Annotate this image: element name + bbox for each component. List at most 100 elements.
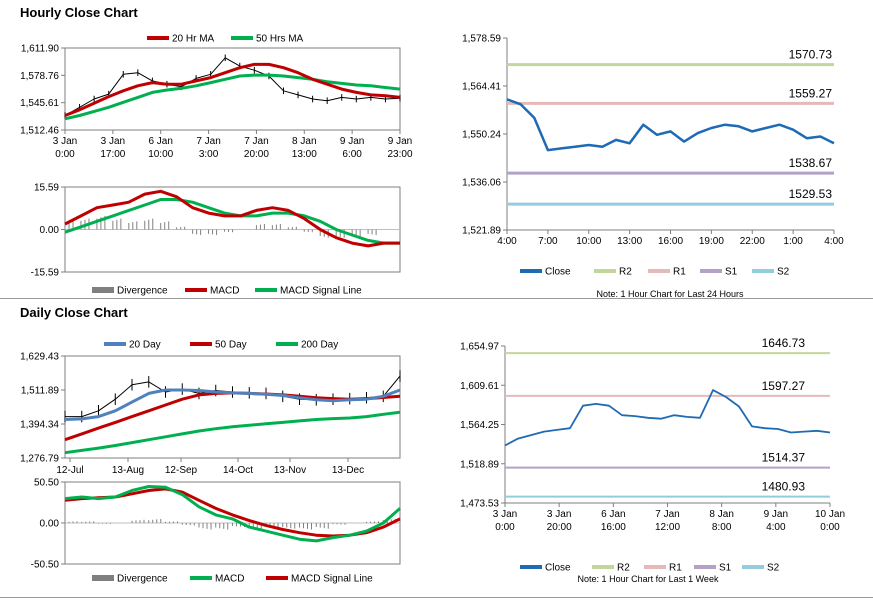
daily-pivot-x-tick-label: 0:00 (495, 522, 515, 533)
hourly-macd-line (64, 189, 400, 248)
hourly-legend-20hr-label: 20 Hr MA (172, 34, 215, 45)
hourly-close-line (64, 57, 401, 116)
bottom-divider (0, 597, 873, 598)
hourly-legend-50hr-label: 50 Hrs MA (256, 34, 304, 45)
daily-pivot-x-tick-label: 7 Jan (655, 509, 679, 520)
daily-pivot-x-tick-label: 9 Jan (764, 509, 788, 520)
daily-price-x-tick-label: 12-Jul (56, 465, 83, 476)
daily-price-x-tick-label: 12-Sep (165, 465, 198, 476)
daily-pivot-legend-r1-label: R1 (669, 563, 682, 574)
hourly-macd-y-tick-label: -15.59 (31, 268, 60, 279)
hourly-price-x-tick-label: 3 Jan (101, 136, 125, 147)
hourly-pivot-x-tick-label: 19:00 (699, 236, 724, 247)
hourly-pivot-y-tick-label: 1,550.24 (462, 130, 501, 141)
daily-pivot-legend-close-label: Close (545, 563, 571, 574)
daily-price-y-tick-label: 1,511.89 (21, 386, 60, 397)
daily-pivot-x-tick-label: 16:00 (601, 522, 626, 533)
hourly-pivot-r2-label: 1570.73 (789, 48, 833, 62)
daily-legend-50day-label: 50 Day (215, 340, 247, 351)
daily-pivot-legend-s2-label: S2 (767, 563, 780, 574)
hourly-50hr-ma-line (64, 73, 401, 121)
daily-price-frame (64, 355, 401, 459)
daily-legend-signal-label: MACD Signal Line (291, 574, 373, 585)
hourly-pivot-r1-label: 1559.27 (789, 86, 833, 100)
hourly-price-y-tick-label: 1,512.46 (20, 126, 59, 137)
daily-macd-y-tick-label: -50.50 (31, 560, 60, 571)
daily-pivot-close-line (504, 389, 831, 447)
daily-pivot-x-tick-label: 8 Jan (709, 509, 733, 520)
hourly-section-title: Hourly Close Chart (20, 5, 138, 20)
daily-pivot-y-tick-label: 1,654.97 (460, 342, 499, 353)
daily-pivot-note: Note: 1 Hour Chart for Last 1 Week (578, 574, 719, 584)
hourly-pivot-y-tick-label: 1,564.41 (462, 82, 501, 93)
hourly-pivot-x-tick-label: 4:00 (497, 236, 517, 247)
hourly-price-x-tick-label: 8 Jan (292, 136, 316, 147)
hourly-price-x-tick-label: 6 Jan (148, 136, 172, 147)
daily-pivot-y-tick-label: 1,564.25 (460, 420, 499, 431)
hourly-pivot-s1-label: 1538.67 (789, 156, 833, 170)
daily-pivot-r1-label: 1597.27 (762, 379, 806, 393)
hourly-pivot-x-tick-label: 22:00 (740, 236, 765, 247)
hourly-pivot-legend-s1-label: S1 (725, 267, 738, 278)
daily-pivot-x-tick-label: 8:00 (712, 522, 732, 533)
daily-macd-line (64, 485, 401, 543)
daily-legend-200day-label: 200 Day (301, 340, 338, 351)
daily-pivot-x-tick-label: 3 Jan (547, 509, 571, 520)
hourly-pivot-legend-close-label: Close (545, 267, 571, 278)
hourly-legend-macd-label: MACD (210, 286, 239, 297)
daily-legend-macd-label: MACD (215, 574, 244, 585)
daily-legend-20day-label: 20 Day (129, 340, 161, 351)
daily-price-y-tick-label: 1,276.79 (20, 454, 59, 465)
hourly-pivot-y-tick-label: 1,536.06 (462, 178, 501, 189)
hourly-pivot-x-tick-label: 10:00 (576, 236, 601, 247)
hourly-pivot-x-tick-label: 1:00 (783, 236, 803, 247)
hourly-pivot-x-tick-label: 16:00 (658, 236, 683, 247)
hourly-price-x-tick-label: 10:00 (148, 149, 173, 160)
hourly-price-x-tick-label: 7 Jan (196, 136, 220, 147)
hourly-pivot-legend-s2-label: S2 (777, 267, 790, 278)
hourly-legend-divergence-label: Divergence (117, 286, 168, 297)
daily-pivot-legend-s1-label: S1 (719, 563, 732, 574)
hourly-price-y-tick-label: 1,545.61 (20, 98, 59, 109)
section-divider (0, 298, 873, 299)
daily-pivot-x-tick-label: 3 Jan (493, 509, 517, 520)
hourly-pivot-y-tick-label: 1,578.59 (462, 34, 501, 45)
daily-pivot-s2-label: 1480.93 (762, 480, 806, 494)
hourly-macd-y-tick-label: 0.00 (40, 225, 60, 236)
daily-pivot-r2-label: 1646.73 (762, 336, 806, 350)
daily-legend-divergence-label: Divergence (117, 574, 168, 585)
daily-pivot-legend-r2-label: R2 (617, 563, 630, 574)
hourly-pivot-y-tick-label: 1,521.89 (462, 226, 501, 237)
daily-pivot-x-tick-label: 6 Jan (601, 509, 625, 520)
daily-price-x-tick-label: 13-Nov (274, 465, 306, 476)
daily-pivot-y-tick-label: 1,518.89 (460, 459, 499, 470)
daily-200day-line (64, 410, 401, 455)
daily-pivot-x-tick-label: 10 Jan (815, 509, 845, 520)
hourly-price-x-tick-label: 23:00 (387, 149, 412, 160)
hourly-macd-y-tick-label: 15.59 (34, 183, 59, 194)
daily-pivot-y-tick-label: 1,473.53 (460, 499, 499, 510)
hourly-price-x-tick-label: 9 Jan (340, 136, 364, 147)
daily-section-title: Daily Close Chart (20, 305, 128, 320)
hourly-price-x-tick-label: 3:00 (199, 149, 219, 160)
daily-price-x-tick-label: 13-Aug (112, 465, 144, 476)
hourly-price-x-tick-label: 6:00 (342, 149, 362, 160)
hourly-price-x-tick-label: 7 Jan (244, 136, 268, 147)
hourly-pivot-note: Note: 1 Hour Chart for Last 24 Hours (596, 289, 744, 299)
daily-price-x-tick-label: 13-Dec (332, 465, 364, 476)
daily-price-y-tick-label: 1,394.34 (20, 420, 59, 431)
hourly-legend-signal-label: MACD Signal Line (280, 286, 362, 297)
daily-legend-divergence-swatch (92, 575, 114, 581)
hourly-price-x-tick-label: 3 Jan (53, 136, 77, 147)
daily-price-x-tick-label: 14-Oct (223, 465, 253, 476)
hourly-price-x-tick-label: 9 Jan (388, 136, 412, 147)
hourly-price-x-tick-label: 17:00 (100, 149, 125, 160)
hourly-pivot-x-tick-label: 7:00 (538, 236, 558, 247)
hourly-price-y-tick-label: 1,578.76 (20, 71, 59, 82)
daily-pivot-x-tick-label: 12:00 (655, 522, 680, 533)
daily-20day-line (64, 388, 401, 421)
hourly-legend-divergence-swatch (92, 287, 114, 293)
daily-macd-y-tick-label: 0.00 (40, 519, 60, 530)
daily-macd-y-tick-label: 50.50 (34, 478, 59, 489)
